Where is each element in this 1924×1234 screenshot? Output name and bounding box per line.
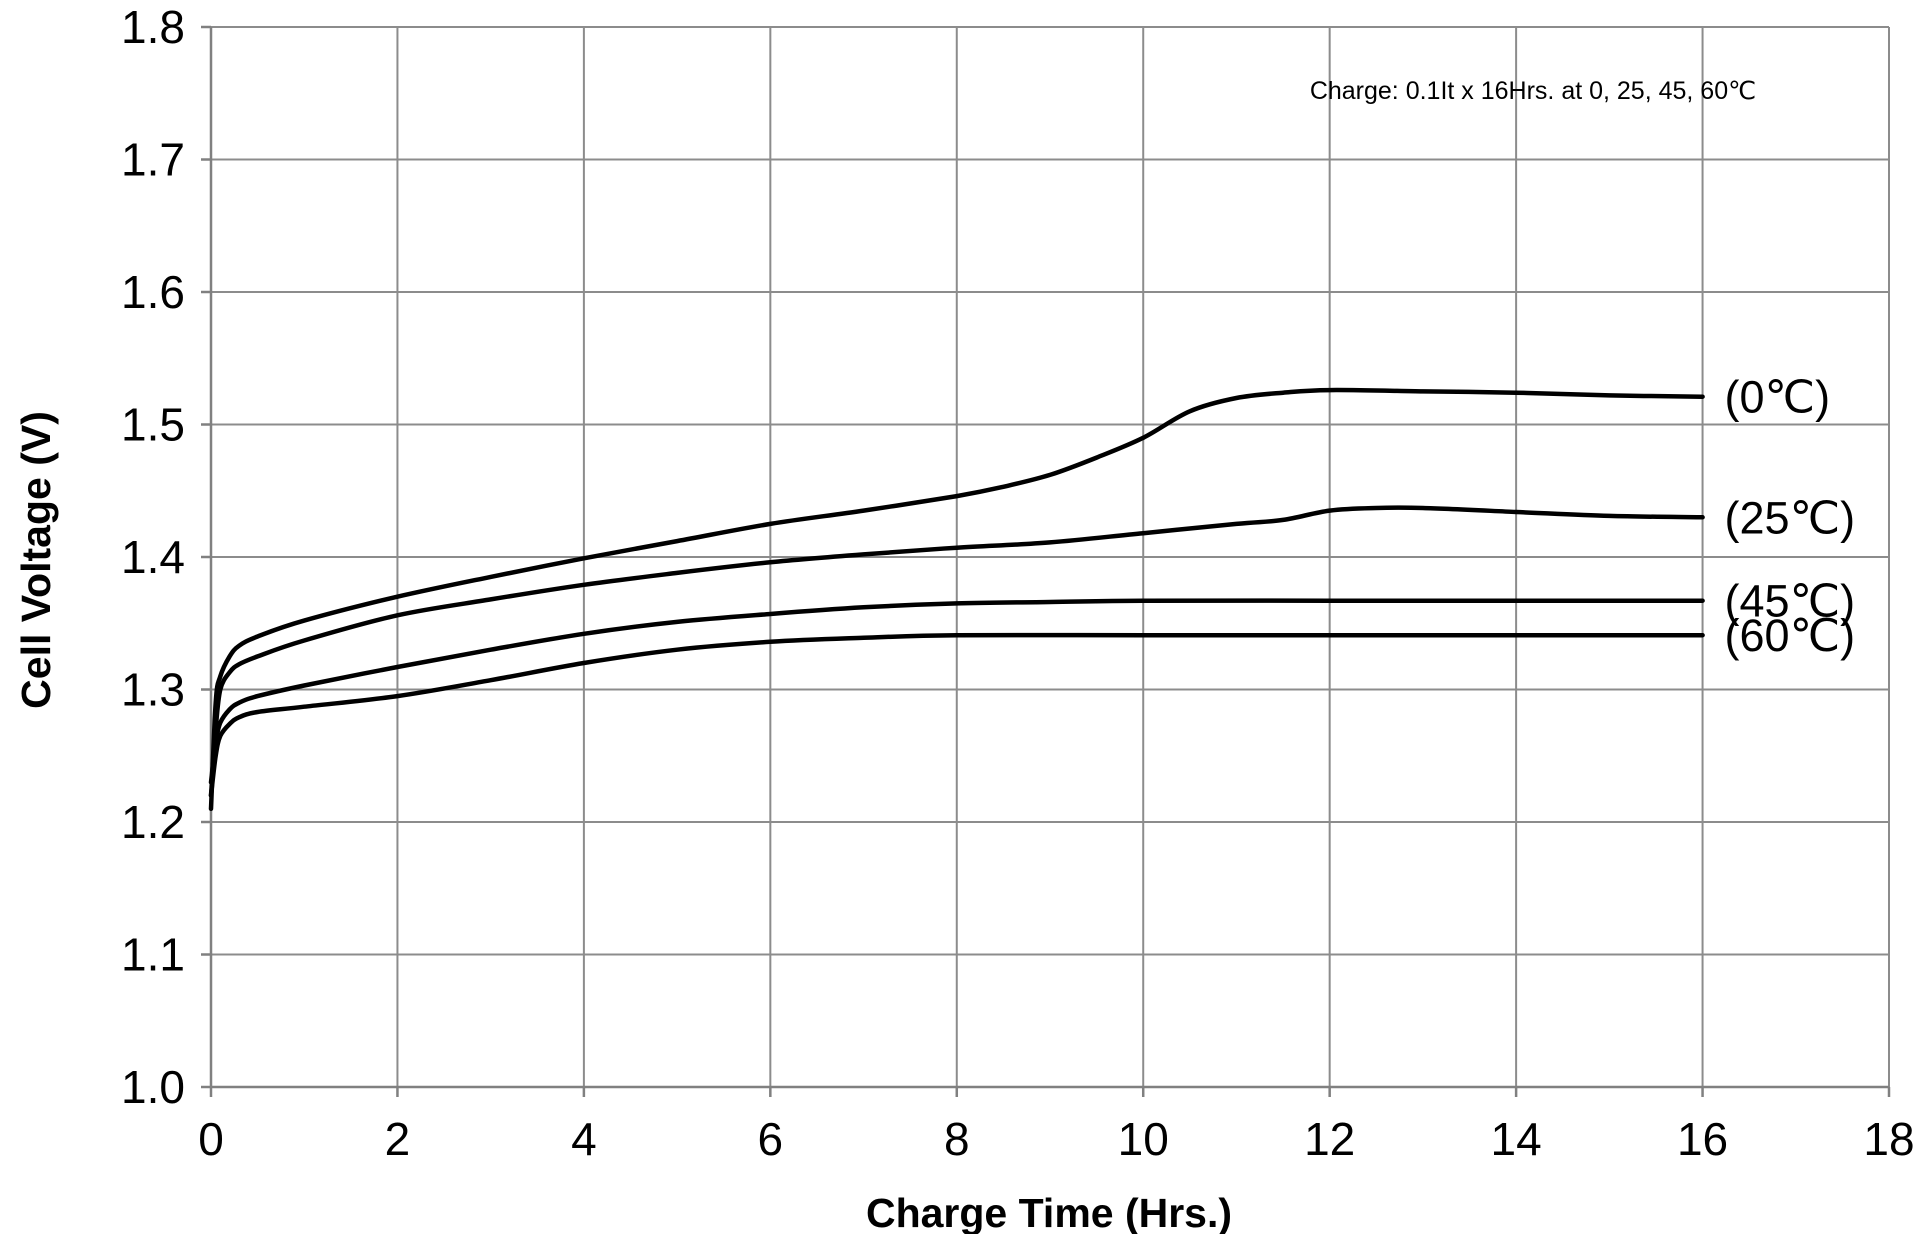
y-tick-label: 1.6 [121,266,185,318]
y-tick-label: 1.3 [121,664,185,716]
series-lines [208,387,1705,812]
x-tick-label: 8 [944,1113,970,1165]
y-axis-title: Cell Voltage (V) [13,411,59,709]
x-tick-label: 16 [1677,1113,1728,1165]
y-tick-label: 1.4 [121,531,185,583]
x-tick-label: 0 [198,1113,224,1165]
series-label: (25℃) [1725,492,1856,543]
series-line [208,387,1705,812]
series-label: (45℃) [1725,576,1856,627]
series-line [208,505,1705,798]
grid [211,26,1890,1087]
series-label: (0℃) [1725,372,1831,423]
y-tick-label: 1.8 [121,1,185,53]
axes [201,25,1891,1097]
series-labels: (0℃) (25℃) (45℃)(60℃) [1725,372,1856,662]
chart-annotation: Charge: 0.1It x 16Hrs. at 0, 25, 45, 60℃ [1310,77,1756,105]
x-tick-label: 18 [1863,1113,1914,1165]
x-tick-label: 12 [1304,1113,1355,1165]
x-tick-label: 6 [758,1113,784,1165]
y-tick-label: 1.2 [121,796,185,848]
series-label: (60℃) [1725,610,1856,661]
x-tick-label: 2 [385,1113,411,1165]
x-axis-title: Charge Time (Hrs.) [866,1190,1232,1234]
series-line [208,598,1705,785]
y-tick-label: 1.0 [121,1061,185,1113]
tick-labels: 0 2 4 6 8 10 12 14 16 18 1.0 1.1 1.2 1.3 1.4 1.5 1.6 1.7 1… [121,1,1915,1165]
y-tick-label: 1.7 [121,134,185,186]
x-tick-label: 10 [1118,1113,1169,1165]
x-tick-label: 4 [571,1113,597,1165]
x-tick-label: 14 [1491,1113,1542,1165]
y-tick-label: 1.1 [121,929,185,981]
series-line [208,632,1705,798]
y-tick-label: 1.5 [121,399,185,451]
